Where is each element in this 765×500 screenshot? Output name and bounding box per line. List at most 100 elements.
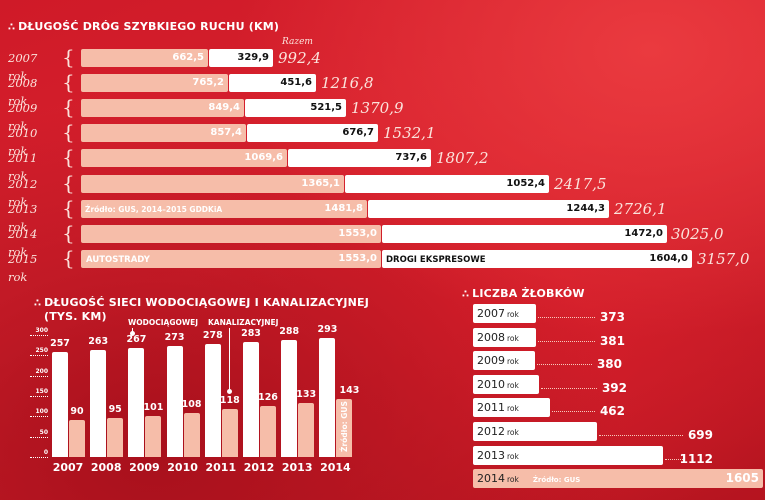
x-label-year: 2008	[90, 461, 122, 474]
y-tick: 50	[30, 429, 48, 438]
sewer-bar	[69, 420, 85, 457]
brace-icon: {	[62, 246, 75, 270]
expressways-bar: 737,6	[288, 149, 431, 167]
sewer-value: 95	[108, 404, 122, 416]
water-bar	[281, 339, 298, 457]
x-label-year: 2012	[243, 461, 275, 474]
water-value: 267	[126, 334, 147, 346]
nursery-year: 2010	[477, 377, 505, 391]
legend-water: WODOCIĄGOWEJ	[128, 318, 199, 327]
x-label-year: 2014	[320, 461, 351, 474]
leader-dots	[538, 317, 595, 318]
expressways-bar: 521,5	[245, 99, 346, 117]
x-label-year: 2007	[52, 461, 84, 474]
motorways-series-label: AUTOSTRADY	[86, 255, 150, 265]
roads-source: Źródło: GUS, 2014–2015 GDDKiA	[85, 205, 223, 214]
total-value: 1807,2	[436, 149, 489, 167]
nursery-bar: 2011 rok	[473, 398, 550, 418]
nursery-rok: rok	[507, 428, 519, 437]
total-value: 1532,1	[383, 124, 436, 142]
year-label: 2007 rok	[8, 51, 38, 83]
year-label: 2013 rok	[8, 202, 38, 234]
year-label: 2008 rok	[8, 76, 38, 108]
sewer-bar	[183, 413, 200, 457]
motorways-bar: 1553,0	[81, 250, 381, 268]
total-value: 3157,0	[697, 250, 750, 268]
sewer-bar	[145, 415, 162, 457]
nursery-value: 1112	[679, 451, 713, 466]
expressways-bar: 329,9	[209, 49, 273, 67]
sewer-value: 90	[70, 406, 84, 418]
x-label-year: 2009	[129, 461, 160, 474]
sewer-value: 118	[219, 395, 240, 406]
nursery-value: 1605	[725, 471, 759, 486]
title-dots-icon: ∴	[462, 289, 470, 300]
total-value: 1216,8	[321, 74, 374, 92]
nursery-value: 373	[599, 310, 625, 324]
motorways-bar: 765,2	[81, 74, 228, 92]
legend-sewer: KANALIZACYJNEJ	[208, 318, 279, 327]
leader-dots	[599, 435, 683, 436]
nursery-bar: 2009 rok	[473, 351, 535, 371]
nursery-rok: rok	[507, 310, 519, 319]
nursery-year: 2013	[477, 448, 505, 462]
total-value: 3025,0	[671, 225, 724, 243]
x-label-year: 2011	[205, 461, 237, 474]
brace-icon: {	[62, 221, 75, 245]
title-dots-icon: ∴	[34, 298, 42, 309]
nursery-value: 392	[601, 380, 627, 395]
nurseries-source: Źródło: GUS	[532, 476, 581, 485]
year-label: 2012 rok	[8, 177, 38, 209]
motorways-bar: 849,4	[81, 99, 244, 117]
legend-sewer-leader	[229, 328, 230, 391]
expressways-bar: 451,6	[229, 74, 316, 92]
brace-icon: {	[62, 171, 75, 195]
leader-dots	[541, 387, 597, 389]
y-tick: 0	[30, 449, 48, 458]
year-label: 2014 rok	[8, 227, 38, 259]
motorways-bar: 1553,0	[81, 225, 381, 243]
y-tick: 250	[30, 347, 48, 356]
sewer-bar	[221, 409, 238, 457]
total-value: 1370,9	[351, 99, 404, 117]
leader-dots	[537, 364, 592, 366]
water-bar	[319, 337, 336, 457]
legend-water-leader	[132, 328, 133, 333]
nursery-year: 2009	[477, 354, 505, 368]
sewer-value: 126	[258, 391, 278, 403]
leader-dots	[538, 340, 595, 342]
water-bar	[52, 352, 68, 457]
water-value: 273	[164, 331, 185, 343]
legend-sewer-dot	[227, 389, 232, 394]
motorways-bar: 857,4	[81, 124, 246, 142]
total-value: 2417,5	[554, 175, 607, 193]
water-value: 257	[50, 338, 70, 350]
water-chart-title: ∴ DŁUGOŚĆ SIECI WODOCIĄGOWEJ I KANALIZACY…	[34, 296, 369, 323]
expressways-bar: 1472,0	[382, 225, 667, 243]
brace-icon: {	[62, 145, 75, 169]
water-value: 278	[202, 329, 223, 341]
nursery-value: 462	[599, 404, 625, 419]
nursery-rok: rok	[507, 451, 519, 461]
sewer-value: 101	[143, 401, 164, 413]
expressways-bar: 1244,3	[368, 200, 609, 218]
roads-title-text: DŁUGOŚĆ DRÓG SZYBKIEGO RUCHU (KM)	[18, 20, 280, 33]
brace-icon: {	[62, 70, 75, 94]
x-label-year: 2013	[281, 461, 313, 474]
water-bar	[128, 348, 145, 457]
x-label-year: 2010	[167, 461, 198, 474]
nursery-year: 2008	[477, 330, 505, 344]
nursery-rok: rok	[507, 357, 519, 367]
total-value: 2726,1	[614, 200, 667, 218]
y-tick: 100	[30, 408, 48, 417]
nursery-year: 2007	[477, 307, 505, 320]
sewer-bar	[260, 405, 276, 457]
title-dots-icon: ∴	[8, 22, 16, 33]
y-tick: 200	[30, 368, 48, 377]
brace-icon: {	[62, 120, 75, 144]
sewer-value: 143	[339, 384, 360, 396]
nursery-year: 2011	[477, 401, 505, 415]
nursery-bar: 2007 rok	[473, 304, 536, 323]
brace-icon: {	[62, 196, 75, 220]
nursery-year: 2014	[477, 472, 505, 486]
